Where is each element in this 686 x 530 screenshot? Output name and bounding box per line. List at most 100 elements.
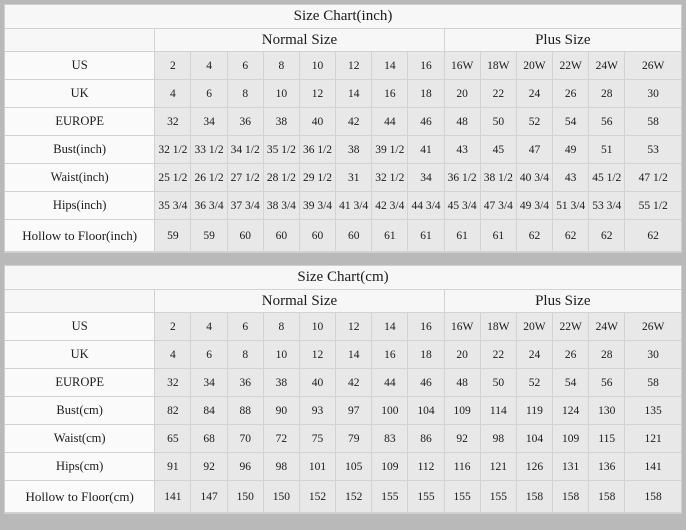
table-cell: 36 [226, 107, 264, 136]
table-cell: 20W [515, 312, 554, 341]
table-cell: 112 [407, 452, 445, 481]
table-cell: 46 [407, 107, 445, 136]
table-cell: 42 [335, 368, 373, 397]
table-cell: 48 [443, 368, 481, 397]
table-cell: 141 [624, 452, 681, 481]
row-label: Waist(inch) [5, 163, 156, 192]
table-cell: 40 [298, 368, 337, 397]
table-cell: 41 3/4 [335, 191, 373, 220]
table-cell: 45 1/2 [588, 163, 626, 192]
row-label: Bust(inch) [5, 135, 156, 164]
table-cell: 32 1/2 [371, 163, 409, 192]
table-cell: 136 [588, 452, 626, 481]
table-cell: 35 1/2 [262, 135, 300, 164]
table-row: Bust(cm) 82 84 88 90 93 97 100 104 109 114 119 124 13… [5, 396, 681, 425]
size-chart-table-inch: Size Chart(inch) Normal Size Plus Size US 2 4… [4, 4, 682, 253]
table-cell: 79 [335, 424, 373, 453]
row-label: Hips(inch) [5, 191, 156, 220]
table-cell: 12 [298, 79, 337, 108]
table-cell: 14 [371, 51, 409, 80]
table-cell: 44 [371, 107, 409, 136]
table-cell: 26W [624, 312, 681, 341]
table-cell: 50 [479, 107, 517, 136]
table-cell: 14 [335, 79, 373, 108]
table-cell: 20 [443, 340, 481, 369]
table-cell: 53 [624, 135, 681, 164]
table-cell: 68 [190, 424, 228, 453]
table-cell: 4 [154, 79, 192, 108]
table-cell: 28 [588, 79, 626, 108]
table-cell: 92 [190, 452, 228, 481]
table-cell: 33 1/2 [190, 135, 228, 164]
table-cell: 18W [479, 51, 517, 80]
group-header-plus-size: Plus Size [443, 289, 681, 313]
table-cell: 16 [371, 340, 409, 369]
row-label: EUROPE [5, 107, 156, 136]
table-cell: 51 3/4 [552, 191, 590, 220]
table-cell: 28 1/2 [262, 163, 300, 192]
table-cell: 38 [335, 135, 373, 164]
table-cell: 62 [552, 219, 590, 252]
table-cell: 104 [407, 396, 445, 425]
table-cell: 8 [226, 79, 264, 108]
table-cell: 49 3/4 [515, 191, 554, 220]
table-cell: 60 [298, 219, 337, 252]
table-cell: 4 [154, 340, 192, 369]
table-cell: 14 [371, 312, 409, 341]
table-cell: 50 [479, 368, 517, 397]
table-cell: 30 [624, 79, 681, 108]
table-row: Waist(cm) 65 68 70 72 75 79 83 86 92 98 104 109 115 12… [5, 424, 681, 453]
table-cell: 16 [407, 51, 445, 80]
table-cell: 47 [515, 135, 554, 164]
table-cell: 46 [407, 368, 445, 397]
size-table: Size Chart(cm) Normal Size Plus Size US 2 4 6 8… [5, 266, 681, 513]
table-cell: 100 [371, 396, 409, 425]
size-table: Size Chart(inch) Normal Size Plus Size US 2 4… [5, 5, 681, 252]
table-cell: 84 [190, 396, 228, 425]
table-cell: 45 3/4 [443, 191, 481, 220]
table-cell: 41 [407, 135, 445, 164]
group-header-spacer [5, 28, 156, 52]
table-cell: 26 1/2 [190, 163, 228, 192]
table-cell: 147 [190, 480, 228, 513]
table-cell: 39 3/4 [298, 191, 337, 220]
table-cell: 59 [190, 219, 228, 252]
table-cell: 104 [515, 424, 554, 453]
table-cell: 124 [552, 396, 590, 425]
table-cell: 62 [624, 219, 681, 252]
table-cell: 98 [262, 452, 300, 481]
table-cell: 135 [624, 396, 681, 425]
table-cell: 24 [515, 340, 554, 369]
table-cell: 47 1/2 [624, 163, 681, 192]
row-label: US [5, 312, 156, 341]
table-cell: 47 3/4 [479, 191, 517, 220]
table-cell: 26 [552, 79, 590, 108]
table-row: Hips(inch) 35 3/4 36 3/4 37 3/4 38 3/4 39 3/4… [5, 191, 681, 220]
table-cell: 20 [443, 79, 481, 108]
table-cell: 36 3/4 [190, 191, 228, 220]
table-cell: 105 [335, 452, 373, 481]
chart-title: Size Chart(inch) [5, 5, 681, 29]
table-row: EUROPE 32 34 36 38 40 42 44 46 48 50 52 54 56 58 [5, 107, 681, 136]
table-cell: 43 [552, 163, 590, 192]
table-cell: 10 [262, 79, 300, 108]
table-cell: 62 [588, 219, 626, 252]
table-cell: 116 [443, 452, 481, 481]
table-cell: 38 [262, 107, 300, 136]
table-cell: 155 [479, 480, 517, 513]
table-cell: 158 [588, 480, 626, 513]
table-cell: 60 [335, 219, 373, 252]
table-cell: 6 [190, 340, 228, 369]
table-cell: 114 [479, 396, 517, 425]
table-cell: 93 [298, 396, 337, 425]
chart-title: Size Chart(cm) [5, 266, 681, 290]
table-cell: 8 [262, 312, 300, 341]
table-cell: 49 [552, 135, 590, 164]
table-cell: 61 [443, 219, 481, 252]
table-cell: 16 [371, 79, 409, 108]
table-cell: 56 [588, 368, 626, 397]
table-cell: 32 1/2 [154, 135, 192, 164]
table-cell: 38 3/4 [262, 191, 300, 220]
table-cell: 18 [407, 340, 445, 369]
